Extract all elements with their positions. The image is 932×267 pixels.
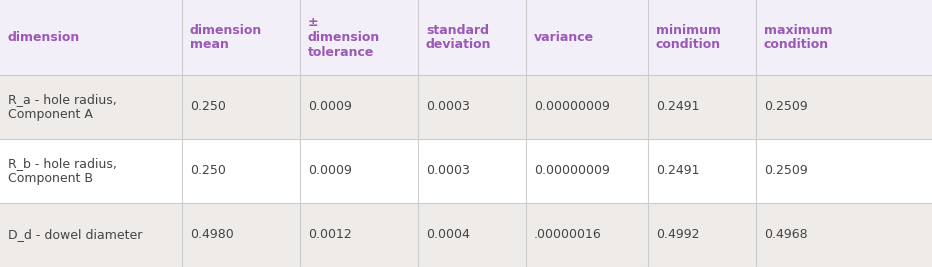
- Text: 0.250: 0.250: [190, 164, 226, 178]
- Text: 0.250: 0.250: [190, 100, 226, 113]
- Bar: [0, 75, 932, 139]
- Text: 0.0012: 0.0012: [308, 229, 351, 241]
- Text: 0.00000009: 0.00000009: [534, 164, 610, 178]
- Text: dimension
mean: dimension mean: [190, 23, 262, 52]
- Text: dimension: dimension: [8, 31, 80, 44]
- Text: variance: variance: [534, 31, 594, 44]
- Text: 0.0009: 0.0009: [308, 100, 352, 113]
- Text: 0.2509: 0.2509: [764, 164, 808, 178]
- Text: 0.2491: 0.2491: [656, 164, 700, 178]
- Bar: [0, 203, 932, 267]
- Text: 0.4992: 0.4992: [656, 229, 700, 241]
- Bar: [0, 139, 932, 203]
- Text: .00000016: .00000016: [534, 229, 602, 241]
- Text: maximum
condition: maximum condition: [764, 23, 832, 52]
- Text: 0.2509: 0.2509: [764, 100, 808, 113]
- Text: 0.0003: 0.0003: [426, 100, 470, 113]
- Text: R_a - hole radius,
Component A: R_a - hole radius, Component A: [8, 93, 117, 121]
- Bar: [0, 0, 932, 75]
- Text: 0.0003: 0.0003: [426, 164, 470, 178]
- Text: 0.0009: 0.0009: [308, 164, 352, 178]
- Text: minimum
condition: minimum condition: [656, 23, 721, 52]
- Text: ±
dimension
tolerance: ± dimension tolerance: [308, 16, 380, 59]
- Text: 0.4968: 0.4968: [764, 229, 808, 241]
- Text: R_b - hole radius,
Component B: R_b - hole radius, Component B: [8, 157, 117, 185]
- Text: 0.4980: 0.4980: [190, 229, 234, 241]
- Text: 0.00000009: 0.00000009: [534, 100, 610, 113]
- Text: 0.0004: 0.0004: [426, 229, 470, 241]
- Text: standard
deviation: standard deviation: [426, 23, 491, 52]
- Text: 0.2491: 0.2491: [656, 100, 700, 113]
- Text: D_d - dowel diameter: D_d - dowel diameter: [8, 229, 143, 241]
